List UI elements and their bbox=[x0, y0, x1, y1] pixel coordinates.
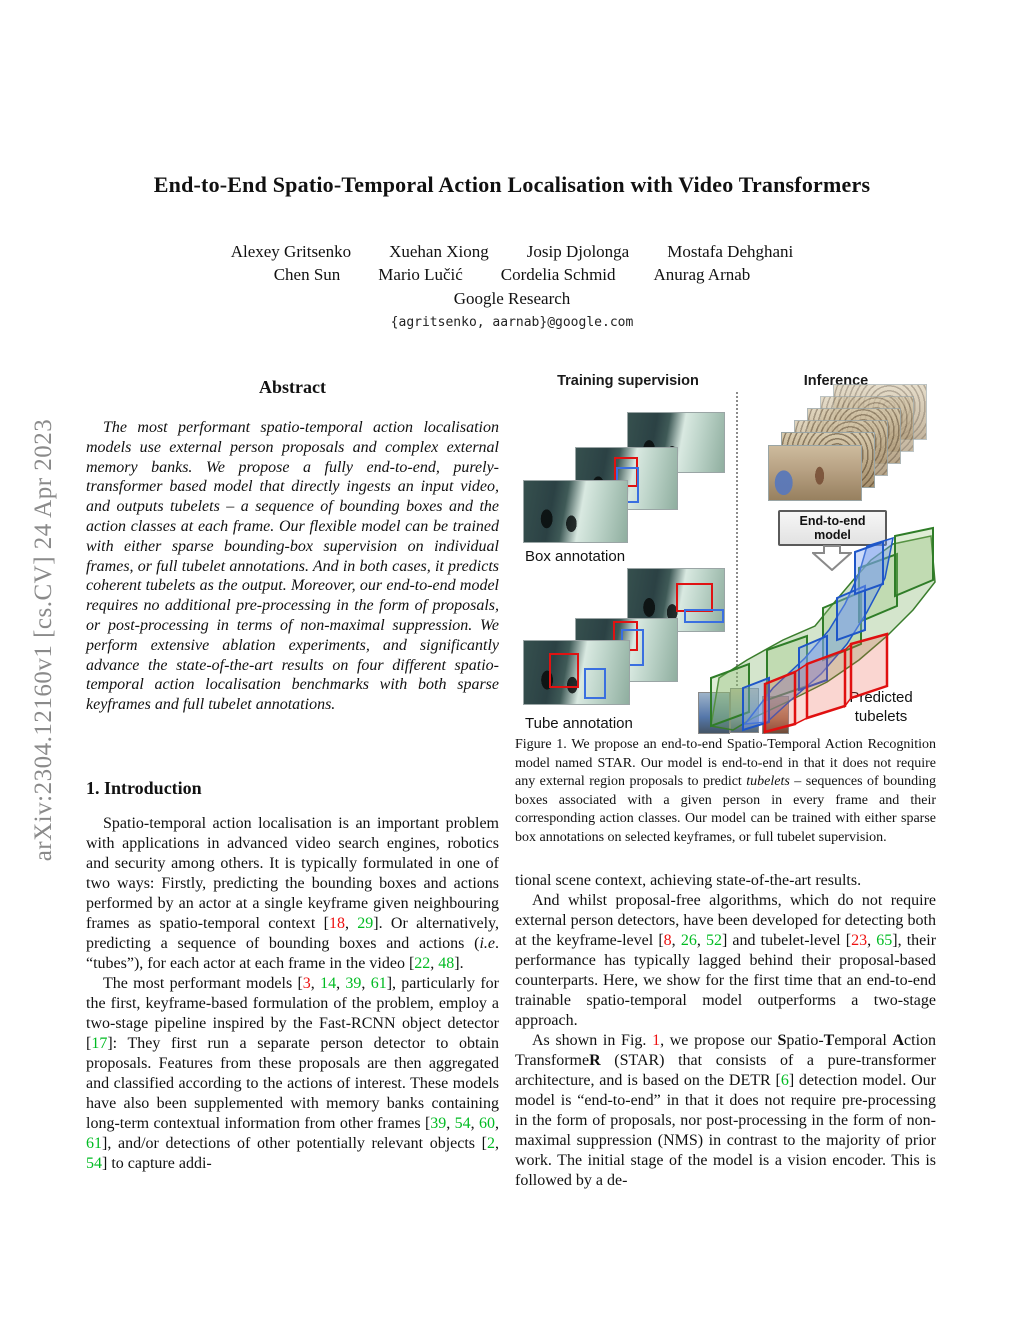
abstract-heading: Abstract bbox=[259, 377, 326, 397]
author-name: Alexey Gritsenko bbox=[230, 242, 352, 261]
down-arrow-icon bbox=[812, 545, 852, 571]
video-frame bbox=[768, 445, 862, 501]
tube-annotation-label: Tube annotation bbox=[525, 715, 633, 732]
figure-left-label: Training supervision bbox=[557, 373, 699, 389]
introduction-heading: 1. Introduction bbox=[86, 778, 202, 798]
predicted-tubelets-graphic bbox=[710, 526, 936, 734]
author-name: Josip Djolonga bbox=[526, 242, 630, 261]
bounding-box-blue bbox=[684, 609, 724, 623]
figure-caption: Figure 1. We propose an end-to-end Spati… bbox=[515, 736, 936, 848]
figure-divider bbox=[736, 392, 738, 730]
abstract-paragraph: The most performant spatio-temporal acti… bbox=[86, 419, 499, 714]
right-column-body: tional scene context, achieving state-of… bbox=[515, 871, 936, 1191]
person-thumbnail bbox=[730, 688, 759, 733]
author-name: Xuehan Xiong bbox=[389, 242, 489, 261]
intro-paragraph-1: Spatio-temporal action localisation is a… bbox=[86, 815, 499, 972]
author-name: Mostafa Dehghani bbox=[667, 242, 794, 261]
bounding-box-blue bbox=[584, 668, 606, 699]
bounding-box-red bbox=[676, 583, 713, 612]
author-name: Anurag Arnab bbox=[653, 265, 751, 284]
author-row-2: Chen Sun Mario Lučić Cordelia Schmid Anu… bbox=[112, 265, 912, 285]
video-frame bbox=[523, 640, 630, 705]
model-box-line2: model bbox=[814, 528, 851, 542]
predicted-tubelets-label: Predicted tubelets bbox=[849, 689, 913, 725]
affiliation: Google Research bbox=[453, 289, 571, 308]
introduction-body: Spatio-temporal action localisation is a… bbox=[86, 814, 499, 1174]
abstract-body: The most performant spatio-temporal acti… bbox=[86, 418, 499, 715]
author-name: Cordelia Schmid bbox=[500, 265, 616, 284]
video-frame bbox=[523, 480, 628, 543]
intro-paragraph-2: The most performant models [3, 14, 39, 6… bbox=[86, 975, 500, 1172]
arxiv-stamp: arXiv:2304.12160v1 [cs.CV] 24 Apr 2023 bbox=[30, 418, 57, 862]
end-to-end-model-box: End-to-end model bbox=[778, 510, 887, 546]
contact-email: {agritsenko, aarnab}@google.com bbox=[390, 315, 634, 330]
box-annotation-label: Box annotation bbox=[525, 548, 626, 565]
author-name: Chen Sun bbox=[273, 265, 341, 284]
body-paragraph-1: And whilst proposal-free algorithms, whi… bbox=[515, 892, 937, 1029]
figure-1: Training supervision Inference Box annot… bbox=[515, 368, 936, 734]
figure-caption-text: Figure 1. We propose an end-to-end Spati… bbox=[515, 737, 936, 845]
continuation-paragraph: tional scene context, achieving state-of… bbox=[515, 872, 862, 889]
body-paragraph-2: As shown in Fig. 1, we propose our Spati… bbox=[515, 1032, 937, 1189]
page-title: End-to-End Spatio-Temporal Action Locali… bbox=[153, 172, 871, 197]
author-name: Mario Lučić bbox=[378, 265, 463, 284]
model-box-line1: End-to-end bbox=[799, 514, 866, 528]
bounding-box-red bbox=[549, 653, 579, 688]
author-row-1: Alexey Gritsenko Xuehan Xiong Josip Djol… bbox=[112, 242, 912, 262]
